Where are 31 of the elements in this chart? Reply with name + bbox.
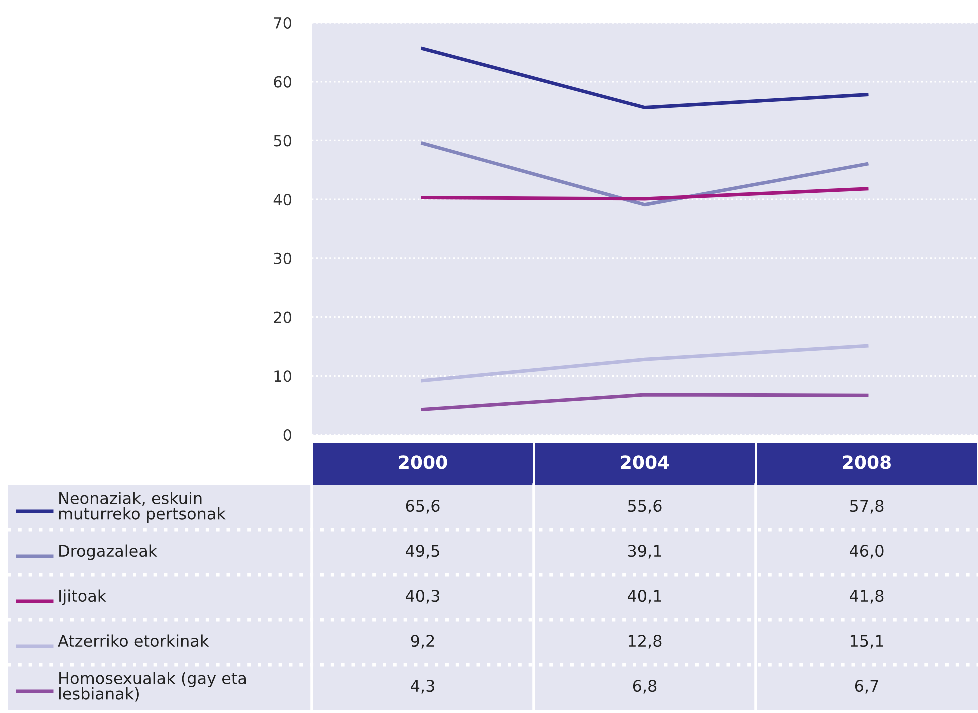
legend-label: Neonaziak, eskuin muturreko pertsonak: [59, 492, 226, 523]
data-label: 55,6: [628, 500, 662, 514]
x-tick-label: 2000: [399, 456, 448, 470]
data-label: 49,5: [406, 545, 440, 559]
legend-label: Homosexualak (gay eta lesbianak): [60, 672, 246, 702]
y-tick-label: 20: [274, 312, 292, 324]
legend-label: Atzerriko etorkinak: [58, 634, 210, 648]
data-label: 4,3: [411, 680, 434, 694]
data-label: 6,8: [633, 680, 657, 694]
data-label: 39,1: [628, 545, 662, 559]
data-label: 65,6: [406, 500, 440, 514]
y-tick-label: 10: [274, 370, 292, 382]
y-tick-label: 40: [274, 194, 292, 206]
data-label: 12,8: [628, 635, 662, 649]
y-tick-label: 70: [274, 17, 292, 30]
y-tick-label: 0: [284, 429, 292, 442]
legend-label: Ijitoak: [60, 590, 107, 606]
data-label: 9,2: [411, 635, 434, 649]
data-label: 41,8: [850, 590, 884, 604]
data-label: 15,1: [850, 635, 884, 649]
legend-label: Drogazaleak: [60, 544, 158, 560]
x-tick-label: 2008: [843, 456, 892, 470]
data-label: 6,7: [855, 680, 878, 694]
y-tick-label: 60: [274, 76, 292, 88]
data-label: 40,1: [628, 590, 662, 604]
y-tick-label: 50: [274, 135, 292, 147]
y-tick-label: 30: [274, 252, 292, 264]
x-tick-label: 2004: [621, 456, 670, 470]
data-label: 40,3: [406, 590, 440, 604]
data-label: 46,0: [850, 545, 884, 559]
data-label: 57,8: [850, 500, 884, 514]
